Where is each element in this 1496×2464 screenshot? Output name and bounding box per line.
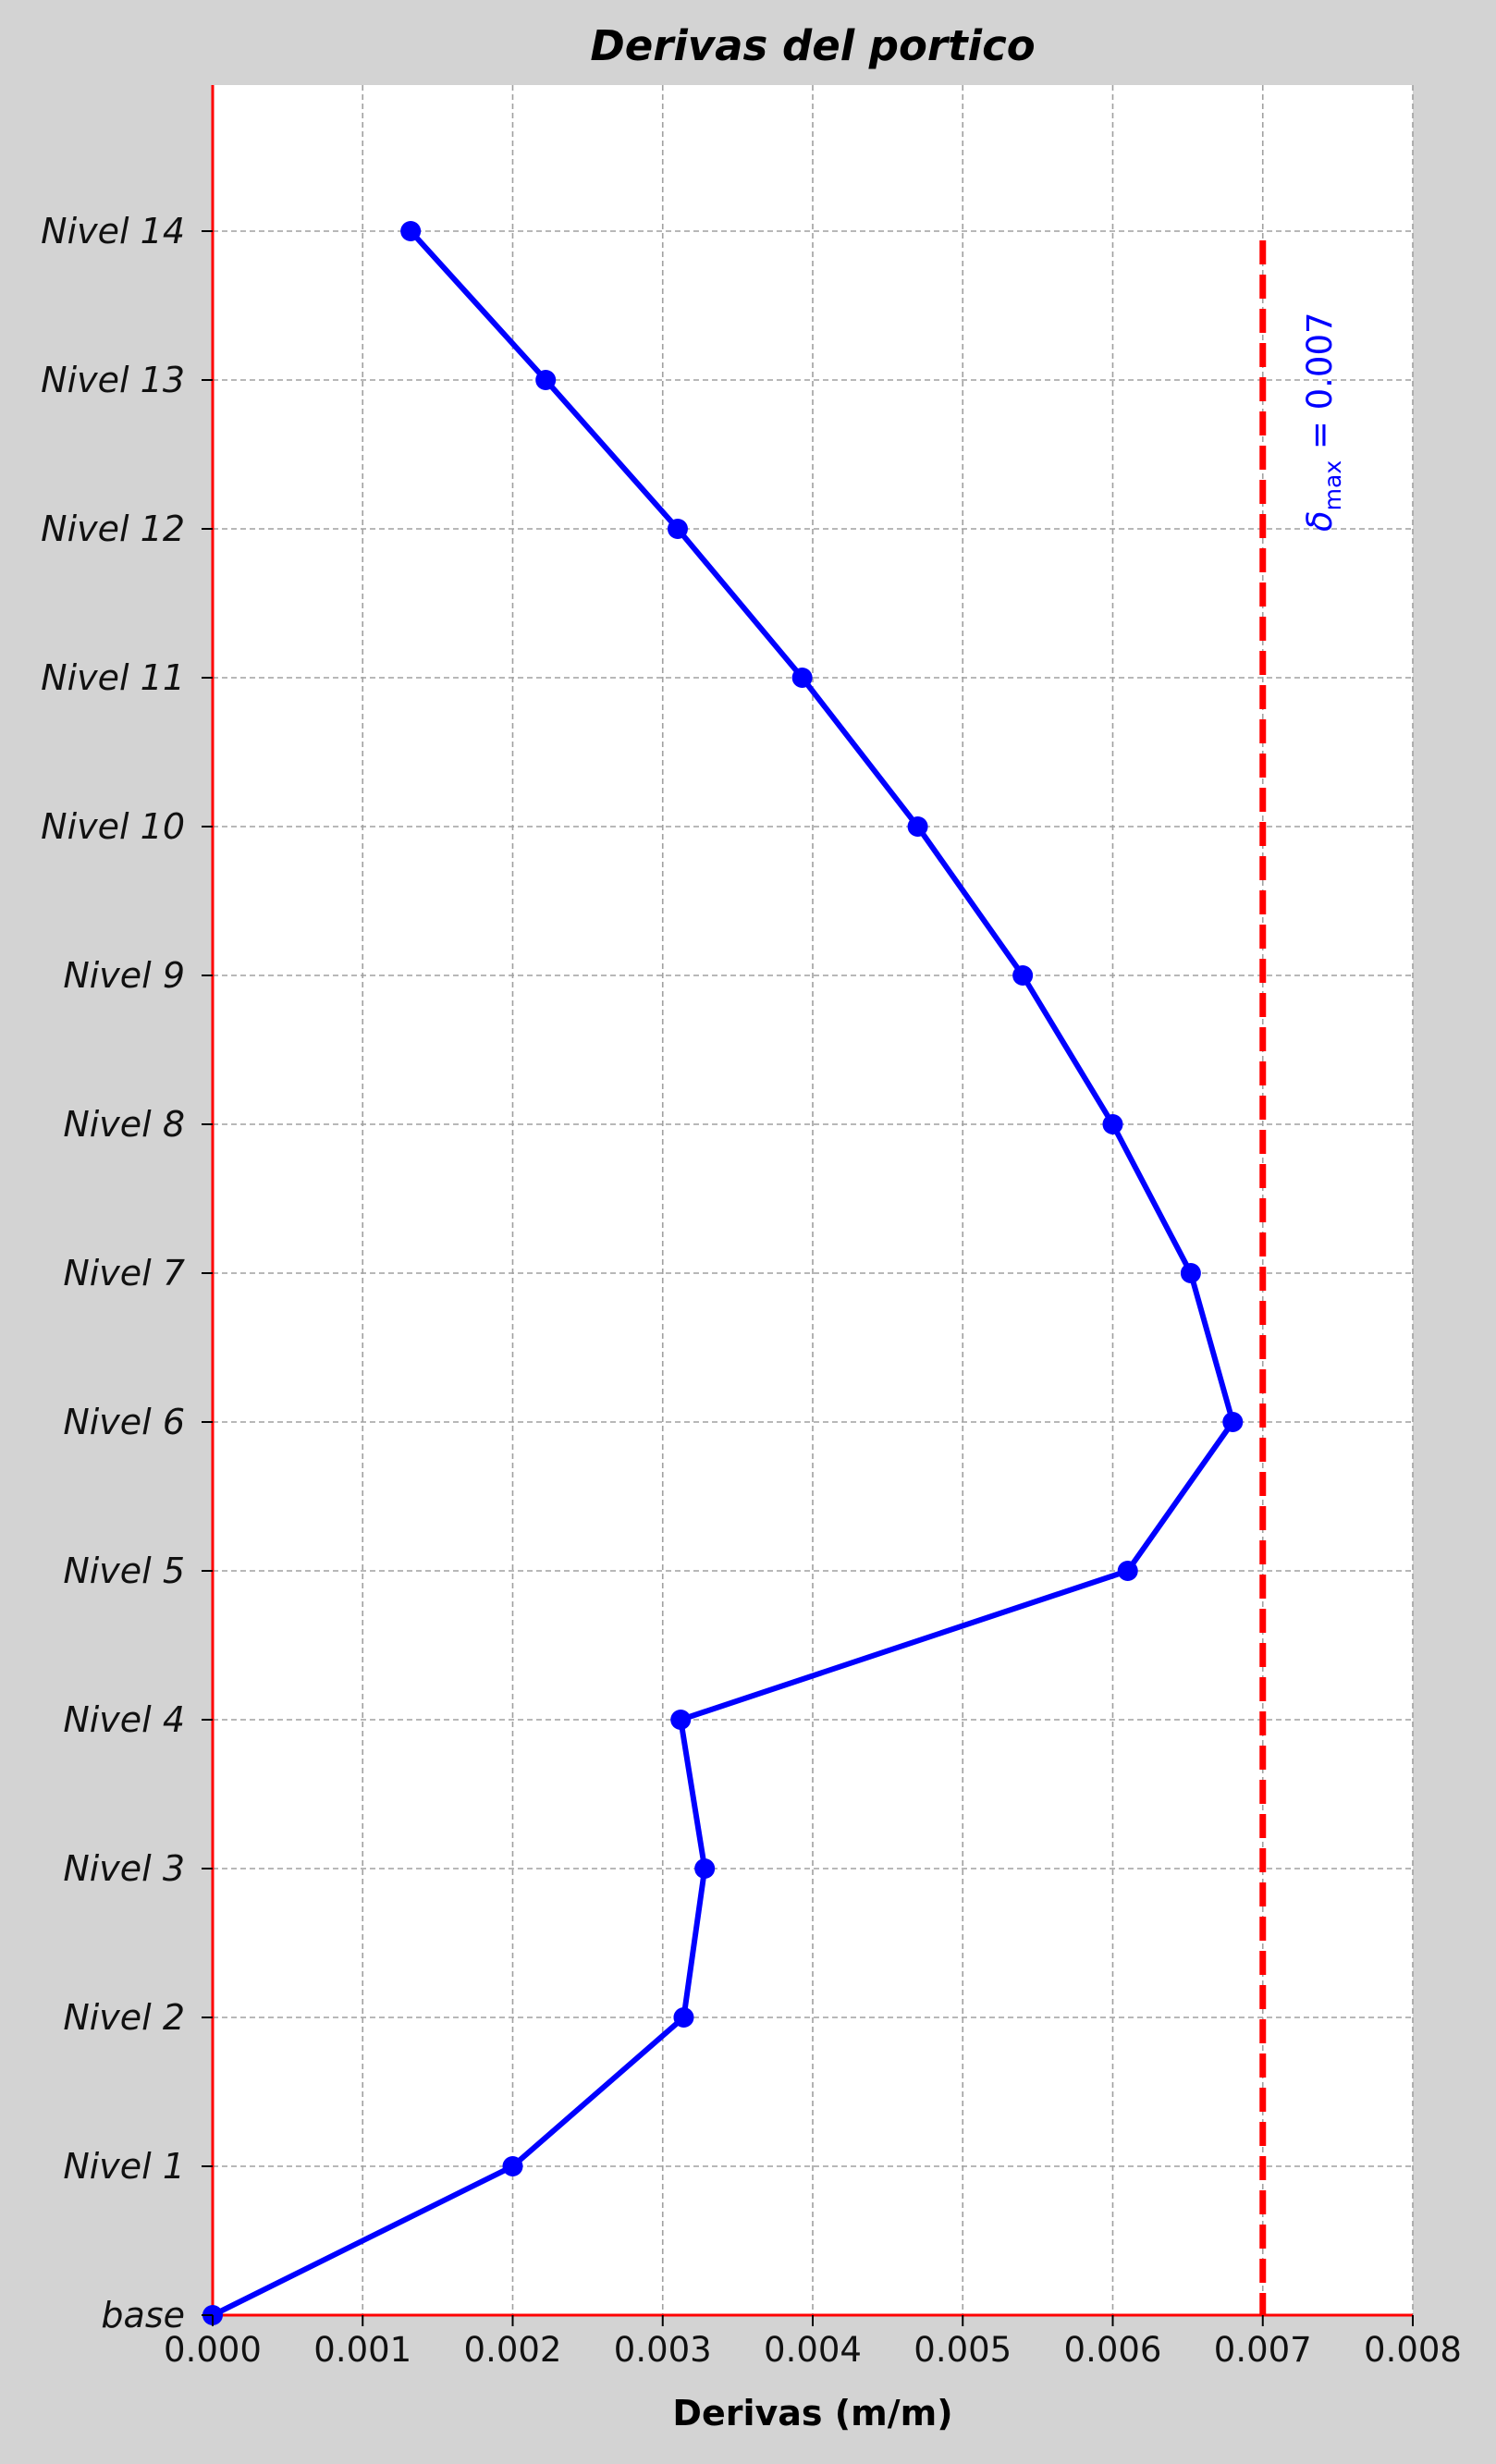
x-tick-label: 0.002 <box>464 2330 562 2370</box>
x-tick-label: 0.003 <box>614 2330 712 2370</box>
y-tick-label: Nivel 4 <box>63 1699 185 1740</box>
data-point <box>1012 965 1034 986</box>
y-tick-label: Nivel 8 <box>63 1104 185 1145</box>
y-tick-label: Nivel 6 <box>63 1402 185 1442</box>
y-tick-label: Nivel 12 <box>41 509 185 549</box>
x-tick-label: 0.001 <box>313 2330 411 2370</box>
data-point <box>791 668 813 688</box>
data-point <box>400 221 422 241</box>
y-tick-label: base <box>101 2295 185 2335</box>
y-tick-label: Nivel 1 <box>63 2146 185 2187</box>
y-tick-label: Nivel 9 <box>63 955 185 996</box>
reference-symbol: δ <box>1300 510 1340 532</box>
data-point <box>1180 1263 1201 1283</box>
x-tick-label: 0.000 <box>164 2330 262 2370</box>
y-tick-label: Nivel 3 <box>63 1848 185 1889</box>
data-point <box>1117 1561 1138 1581</box>
x-axis-title: Derivas (m/m) <box>672 2393 952 2433</box>
reference-value: = 0.007 <box>1300 312 1340 460</box>
data-point <box>667 519 688 539</box>
data-point <box>502 2156 523 2176</box>
y-tick-label: Nivel 2 <box>63 1997 185 2038</box>
x-tick-label: 0.006 <box>1064 2330 1162 2370</box>
y-tick-label: Nivel 13 <box>41 360 185 400</box>
data-point <box>1102 1114 1123 1134</box>
tick-labels: 0.000 0.001 0.002 0.003 0.004 0.005 0.006 0.007… <box>41 211 1462 2370</box>
data-point <box>535 370 557 390</box>
x-tick-label: 0.007 <box>1214 2330 1312 2370</box>
x-tick-label: 0.004 <box>764 2330 862 2370</box>
data-point <box>670 1710 692 1730</box>
data-point <box>673 2007 694 2028</box>
reference-line-label: δmax = 0.007 <box>1300 312 1346 532</box>
data-point <box>1222 1412 1244 1432</box>
y-tick-label: Nivel 7 <box>63 1253 185 1293</box>
y-tick-label: Nivel 10 <box>41 806 185 847</box>
series-layer <box>202 221 1244 2325</box>
data-point <box>907 816 928 837</box>
x-tick-label: 0.008 <box>1364 2330 1462 2370</box>
reference-subscript: max <box>1319 460 1346 510</box>
data-point <box>694 1858 716 1879</box>
y-tick-label: Nivel 14 <box>41 211 185 251</box>
x-tick-label: 0.005 <box>914 2330 1012 2370</box>
chart-title: Derivas del portico <box>590 21 1035 70</box>
y-tick-label: Nivel 11 <box>41 657 185 698</box>
y-tick-label: Nivel 5 <box>63 1551 185 1591</box>
